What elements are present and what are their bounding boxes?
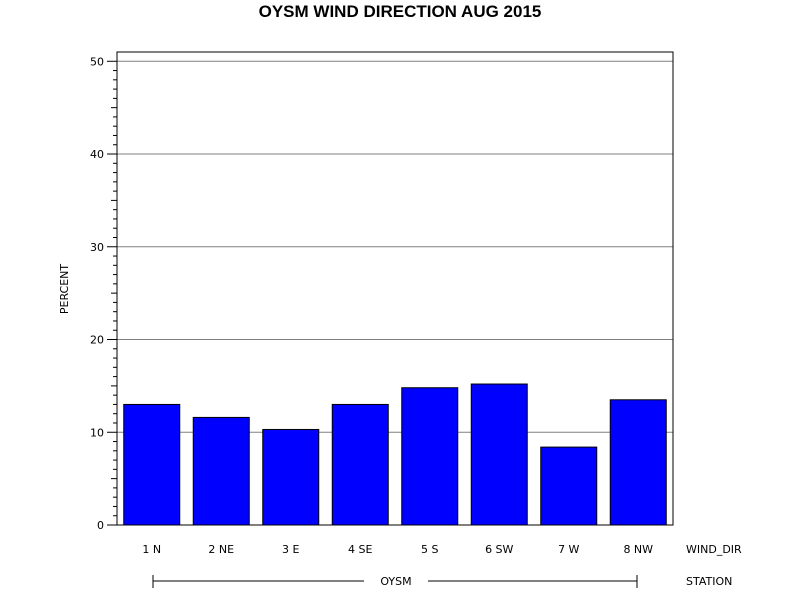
bar [331, 403, 389, 526]
bar [540, 446, 598, 526]
y-tick-label: 20 [90, 334, 104, 347]
bars [123, 383, 667, 526]
chart-title: OYSM WIND DIRECTION AUG 2015 [259, 2, 542, 21]
x-tick-label: 3 E [282, 543, 299, 556]
bar [123, 403, 181, 526]
x-axis-label: WIND_DIR [686, 543, 742, 556]
x-tick-label: 7 W [558, 543, 579, 556]
bar [192, 416, 250, 526]
y-tick-label: 0 [97, 519, 104, 532]
x-tick-label: 5 S [421, 543, 438, 556]
plot-frame [116, 51, 674, 526]
station-axis: OYSM [152, 575, 638, 588]
y-tick-label: 50 [90, 55, 104, 68]
bar [470, 383, 528, 526]
bar [609, 399, 667, 526]
y-axis-label: PERCENT [58, 264, 71, 315]
station-axis-label: STATION [686, 575, 732, 588]
x-tick-label: 6 SW [485, 543, 513, 556]
x-tick-label: 1 N [142, 543, 161, 556]
y-tick-label: 10 [90, 426, 104, 439]
station-group-label: OYSM [380, 575, 411, 588]
x-tick-label: 2 NE [208, 543, 234, 556]
bar [262, 428, 320, 526]
grid-lines [117, 60, 673, 433]
y-axis: 0 10 20 30 40 50 [90, 55, 117, 532]
y-tick-label: 40 [90, 148, 104, 161]
x-tick-label: 8 NW [623, 543, 653, 556]
x-tick-label: 4 SE [348, 543, 372, 556]
bar [401, 387, 459, 526]
x-axis: 1 N 2 NE 3 E 4 SE 5 S 6 SW 7 W 8 NW [142, 543, 653, 556]
y-tick-label: 30 [90, 241, 104, 254]
